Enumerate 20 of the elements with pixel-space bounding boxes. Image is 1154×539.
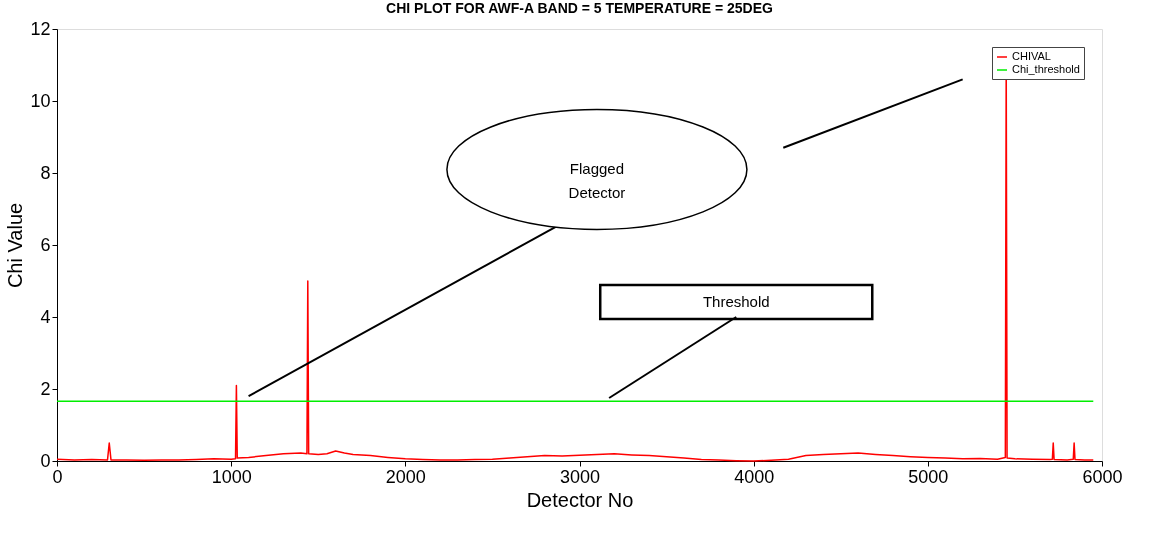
x-tick-label: 1000 [211, 466, 252, 487]
x-tick-label: 3000 [559, 466, 601, 487]
x-tick-label: 5000 [908, 466, 949, 487]
y-tick-label: 8 [40, 162, 51, 183]
y-tick-label: 2 [40, 378, 51, 399]
y-tick-label: 0 [40, 450, 51, 471]
legend-label: Chi_threshold [1012, 63, 1080, 75]
legend-label: CHIVAL [1012, 50, 1051, 62]
annotation: Flagged Detector [568, 160, 626, 202]
x-tick-label: 2000 [385, 466, 426, 487]
y-tick-label: 10 [30, 90, 51, 111]
y-tick-label: 12 [30, 18, 51, 39]
x-axis-title: Detector No [526, 488, 634, 511]
chart-title: CHI PLOT FOR AWF-A BAND = 5 TEMPERATURE = 25DEG [386, 0, 774, 16]
annotation: Threshold [702, 292, 770, 310]
y-axis-title: Chi Value [4, 202, 27, 289]
y-tick-label: 6 [40, 234, 51, 255]
x-tick-label: 4000 [734, 466, 775, 487]
y-tick-label: 4 [40, 306, 51, 327]
x-tick-label: 6000 [1082, 466, 1123, 487]
